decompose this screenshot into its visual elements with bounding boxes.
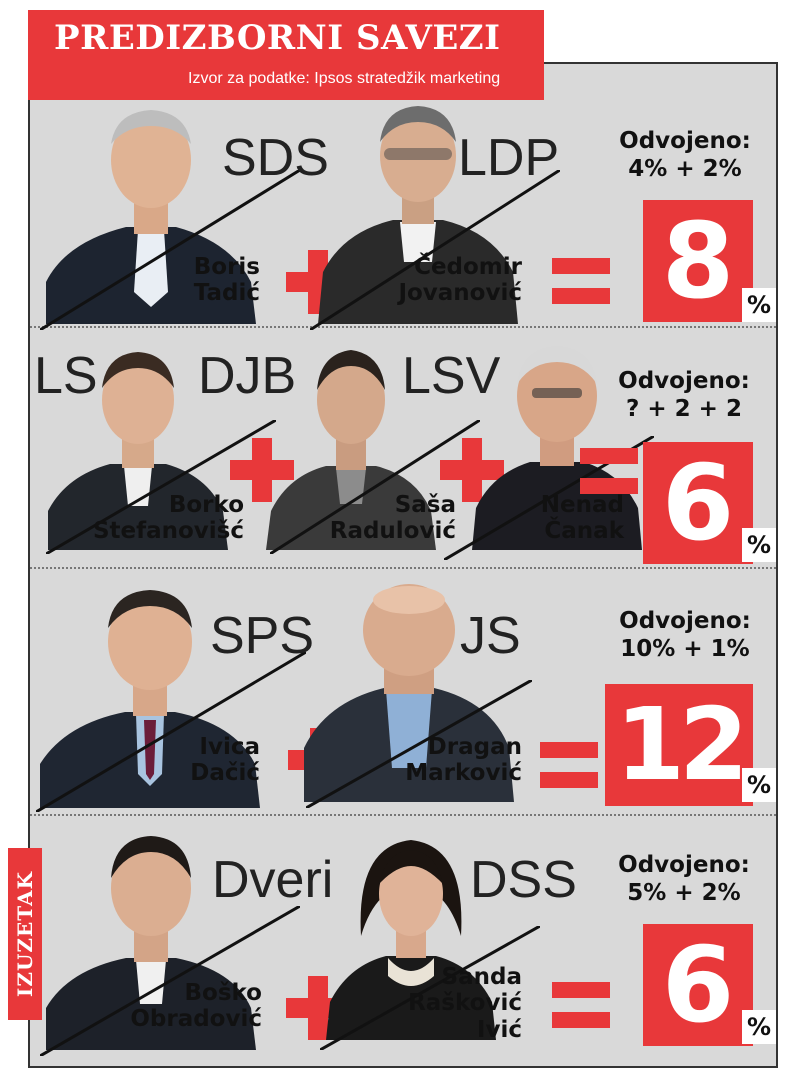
party-label: LSV <box>402 347 501 405</box>
leader-name: Boris Tadić <box>193 254 260 307</box>
diagonal-line <box>269 418 481 556</box>
diagonal-line <box>305 678 533 810</box>
leader-name: Sanda Rašković Ivić <box>408 964 522 1043</box>
party-label: SPS <box>210 607 315 665</box>
data-source-note: Izvor za podatke: Ipsos stratedžik marke… <box>188 70 501 87</box>
diagonal-line <box>309 168 561 332</box>
plus-sign <box>440 438 504 502</box>
separate-results: Odvojeno: 4% + 2% <box>619 128 751 182</box>
exception-label: IZUZETAK <box>8 848 42 1020</box>
portrait-cedomir-jovanovic <box>318 92 518 324</box>
leader-name: Nenad Čanak <box>540 492 624 545</box>
portrait-ivica-dacic <box>40 574 260 808</box>
plus-sign <box>230 438 294 502</box>
party-label: DJB <box>198 347 297 405</box>
leader-name: Čedomir Jovanović <box>398 254 522 307</box>
percent-sign: % <box>742 1010 776 1044</box>
combined-result: 6 <box>643 924 753 1046</box>
party-label: LS <box>34 347 98 405</box>
combined-result: 6 <box>643 442 753 564</box>
header-banner: PREDIZBORNI SAVEZI Izvor za podatke: Ips… <box>28 10 544 100</box>
portrait-bosko-obradovic <box>46 824 256 1050</box>
diagonal-line <box>45 418 277 556</box>
diagonal-line <box>39 168 301 332</box>
party-label: SDS <box>222 129 329 187</box>
section-divider <box>30 814 776 816</box>
percent-sign: % <box>742 288 776 322</box>
section-divider <box>30 326 776 328</box>
section-divider <box>30 567 776 569</box>
combined-result: 8 <box>643 200 753 322</box>
party-label: JS <box>460 607 521 665</box>
leader-name: Borko Stefanovišć <box>92 492 244 545</box>
portrait-boris-tadic <box>46 92 256 324</box>
diagonal-line <box>39 904 301 1058</box>
combined-result: 12 <box>605 684 753 806</box>
party-label: Dveri <box>212 851 334 909</box>
equals-sign <box>552 982 610 1028</box>
separate-results: Odvojeno: ? + 2 + 2 <box>618 368 750 422</box>
leader-name: Dragan Marković <box>405 734 522 787</box>
leader-name: Ivica Dačić <box>190 734 260 787</box>
equals-sign <box>540 742 598 788</box>
portrait-dragan-markovic <box>304 578 514 802</box>
page-title: PREDIZBORNI SAVEZI <box>54 18 501 58</box>
equals-sign <box>552 258 610 304</box>
separate-results: Odvojeno: 10% + 1% <box>619 608 751 662</box>
diagonal-line <box>319 924 541 1052</box>
percent-sign: % <box>742 768 776 802</box>
party-label: LDP <box>458 129 560 187</box>
portrait-borko-stefanovic <box>48 336 228 550</box>
percent-sign: % <box>742 528 776 562</box>
party-label: DSS <box>470 851 577 909</box>
equals-sign <box>580 448 638 494</box>
separate-results: Odvojeno: 5% + 2% <box>618 852 750 906</box>
diagonal-line <box>35 650 307 814</box>
leader-name: Boško Obradović <box>130 980 262 1033</box>
leader-name: Saša Radulović <box>329 492 456 545</box>
